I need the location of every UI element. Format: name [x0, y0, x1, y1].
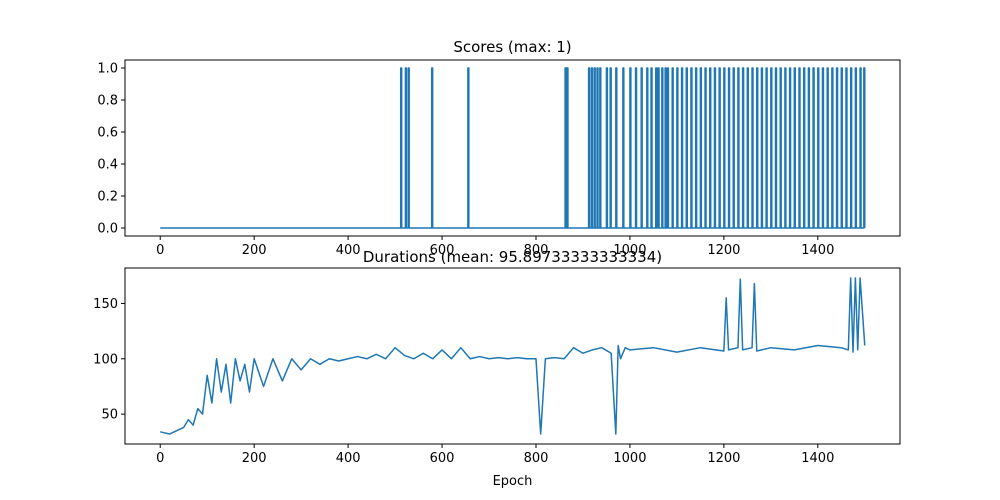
scores-x-tick-label: 0 [156, 243, 164, 258]
scores-x-tick-label: 800 [524, 243, 549, 258]
durations-y-tick-label: 50 [101, 408, 118, 423]
scores-x-tick-label: 1400 [801, 243, 834, 258]
scores-y-tick-label: 0.2 [97, 190, 118, 205]
scores-y-tick-label: 1.0 [97, 62, 118, 77]
scores-y-tick-label: 0.8 [97, 94, 118, 109]
scores-axes-frame [124, 59, 901, 237]
durations-x-tick-label: 800 [524, 451, 549, 466]
scores-line [160, 67, 866, 229]
scores-y-tick-label: 0.0 [97, 222, 118, 237]
durations-y-tick-label: 100 [93, 352, 118, 367]
durations-y-ticks: 50 100 150 [93, 297, 125, 423]
durations-title: Durations (mean: 95.89733333333334) [363, 248, 662, 266]
durations-series [160, 277, 866, 435]
scores-x-ticks: 0 200 400 600 800 1000 1200 1400 [156, 236, 834, 258]
scores-x-tick-label: 600 [430, 243, 455, 258]
durations-x-tick-label: 1400 [801, 451, 834, 466]
scores-y-tick-label: 0.4 [97, 158, 118, 173]
durations-x-ticks: 0 200 400 600 800 1000 1200 1400 [156, 444, 834, 466]
scores-y-tick-label: 0.6 [97, 126, 118, 141]
scores-x-tick-label: 1000 [613, 243, 646, 258]
durations-y-tick-label: 150 [93, 297, 118, 312]
scores-subplot: Scores (max: 1) 0 200 400 600 800 1000 1200 140… [97, 38, 901, 258]
scores-x-tick-label: 200 [242, 243, 267, 258]
durations-x-tick-label: 200 [242, 451, 267, 466]
durations-x-tick-label: 600 [430, 451, 455, 466]
scores-x-tick-label: 400 [336, 243, 361, 258]
durations-axes-frame [124, 267, 901, 445]
durations-x-tick-label: 400 [336, 451, 361, 466]
scores-y-ticks: 0.0 0.2 0.4 0.6 0.8 1.0 [97, 62, 125, 237]
durations-x-tick-label: 1200 [707, 451, 740, 466]
scores-series [160, 67, 866, 229]
durations-subplot: 0 200 400 600 800 1000 1200 1400 50 100 150 Durat… [93, 248, 901, 489]
durations-line [160, 277, 866, 435]
durations-x-tick-label: 1000 [613, 451, 646, 466]
scores-title: Scores (max: 1) [453, 38, 571, 56]
durations-x-tick-label: 0 [156, 451, 164, 466]
durations-x-axis-label: Epoch [493, 474, 533, 489]
scores-x-tick-label: 1200 [707, 243, 740, 258]
